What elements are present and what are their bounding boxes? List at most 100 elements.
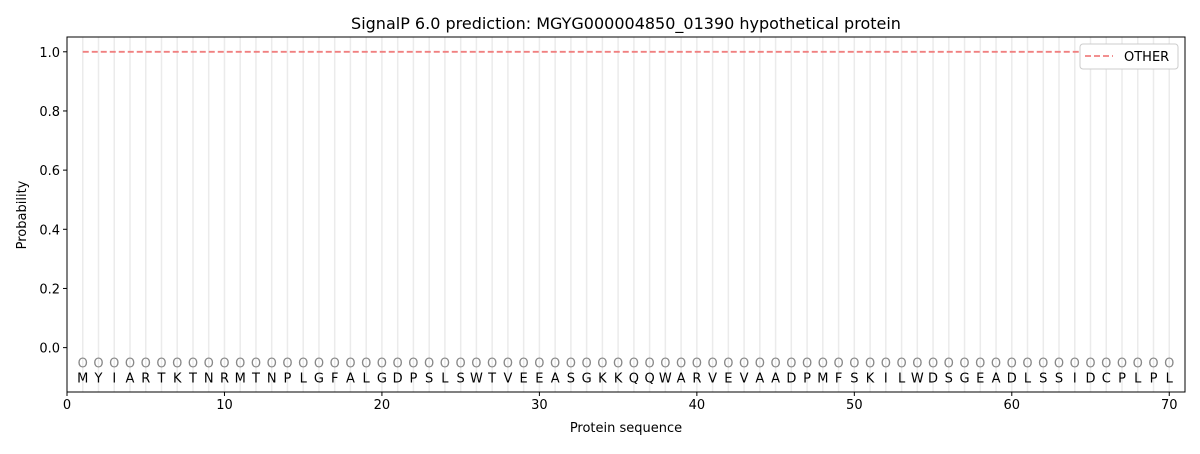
region-label: O [503, 356, 513, 371]
x-tick-label: 50 [846, 398, 863, 413]
region-label: O [440, 356, 450, 371]
residue-label: A [771, 371, 780, 386]
residue-label: R [141, 371, 150, 386]
residue-label: L [441, 371, 449, 386]
residue-label: L [300, 371, 308, 386]
region-label: O [1133, 356, 1143, 371]
residue-label: N [267, 371, 277, 386]
region-label: O [1022, 356, 1032, 371]
y-tick-label: 1.0 [39, 46, 60, 61]
residue-label: R [220, 371, 229, 386]
residue-label: G [314, 371, 324, 386]
residue-label: I [1073, 371, 1077, 386]
region-label: O [770, 356, 780, 371]
region-label: O [912, 356, 922, 371]
residue-label: W [911, 371, 924, 386]
region-label: O [109, 356, 119, 371]
residue-label: S [567, 371, 575, 386]
residue-label: S [945, 371, 953, 386]
region-label: O [487, 356, 497, 371]
residue-label: A [755, 371, 764, 386]
residue-label: T [487, 371, 496, 386]
region-label: O [424, 356, 434, 371]
region-label: O [1038, 356, 1048, 371]
legend-label-other: OTHER [1124, 50, 1169, 65]
residue-label: K [866, 371, 875, 386]
residue-label: S [457, 371, 465, 386]
x-tick-label: 70 [1161, 398, 1178, 413]
residue-label: M [235, 371, 246, 386]
residue-label: S [1055, 371, 1063, 386]
region-label: O [330, 356, 340, 371]
residue-label: L [1134, 371, 1142, 386]
residue-label: C [1102, 371, 1111, 386]
residue-label: V [708, 371, 717, 386]
region-label: O [393, 356, 403, 371]
region-label: O [991, 356, 1001, 371]
residue-label: N [204, 371, 214, 386]
x-axis-label: Protein sequence [570, 421, 682, 436]
region-label: O [1085, 356, 1095, 371]
region-label: O [975, 356, 985, 371]
region-label: O [282, 356, 292, 371]
residue-label: L [1166, 371, 1174, 386]
residue-label: F [835, 371, 842, 386]
residue-label: V [740, 371, 749, 386]
region-label: O [802, 356, 812, 371]
region-label: O [582, 356, 592, 371]
residue-label: L [898, 371, 906, 386]
residue-label: P [1118, 371, 1126, 386]
region-label: O [1007, 356, 1017, 371]
region-label: O [345, 356, 355, 371]
residue-label: D [786, 371, 796, 386]
region-label: O [959, 356, 969, 371]
region-label: O [849, 356, 859, 371]
x-tick-label: 60 [1004, 398, 1021, 413]
region-label: O [676, 356, 686, 371]
residue-label: W [470, 371, 483, 386]
residue-label: P [410, 371, 418, 386]
region-label: O [550, 356, 560, 371]
residue-label: Q [645, 371, 655, 386]
residue-label: S [425, 371, 433, 386]
region-label: O [707, 356, 717, 371]
region-label: O [377, 356, 387, 371]
residue-label: A [346, 371, 355, 386]
region-label: O [519, 356, 529, 371]
region-label: O [251, 356, 261, 371]
residue-label: E [520, 371, 528, 386]
region-label: O [645, 356, 655, 371]
region-label: O [456, 356, 466, 371]
y-tick-label: 0.6 [39, 164, 60, 179]
region-label: O [361, 356, 371, 371]
residue-label: D [1007, 371, 1017, 386]
residue-label: F [331, 371, 338, 386]
residue-label: T [188, 371, 197, 386]
x-tick-label: 30 [531, 398, 548, 413]
residue-label: I [884, 371, 888, 386]
region-label: O [865, 356, 875, 371]
region-label: O [235, 356, 245, 371]
residue-label: A [126, 371, 135, 386]
region-label: O [267, 356, 277, 371]
region-label: O [78, 356, 88, 371]
residue-label: A [992, 371, 1001, 386]
residue-label: E [535, 371, 543, 386]
region-label: O [125, 356, 135, 371]
y-tick-label: 0.2 [39, 282, 60, 297]
region-label: O [660, 356, 670, 371]
residue-label: S [850, 371, 858, 386]
residue-label: G [960, 371, 970, 386]
residue-label: I [112, 371, 116, 386]
residue-label: M [77, 371, 88, 386]
region-label: O [566, 356, 576, 371]
region-label: O [1101, 356, 1111, 371]
region-label: O [298, 356, 308, 371]
region-label: O [833, 356, 843, 371]
y-tick-label: 0.0 [39, 342, 60, 357]
y-tick-label: 0.4 [39, 223, 60, 238]
residue-label: T [157, 371, 166, 386]
x-tick-label: 10 [216, 398, 233, 413]
x-tick-label: 20 [374, 398, 391, 413]
